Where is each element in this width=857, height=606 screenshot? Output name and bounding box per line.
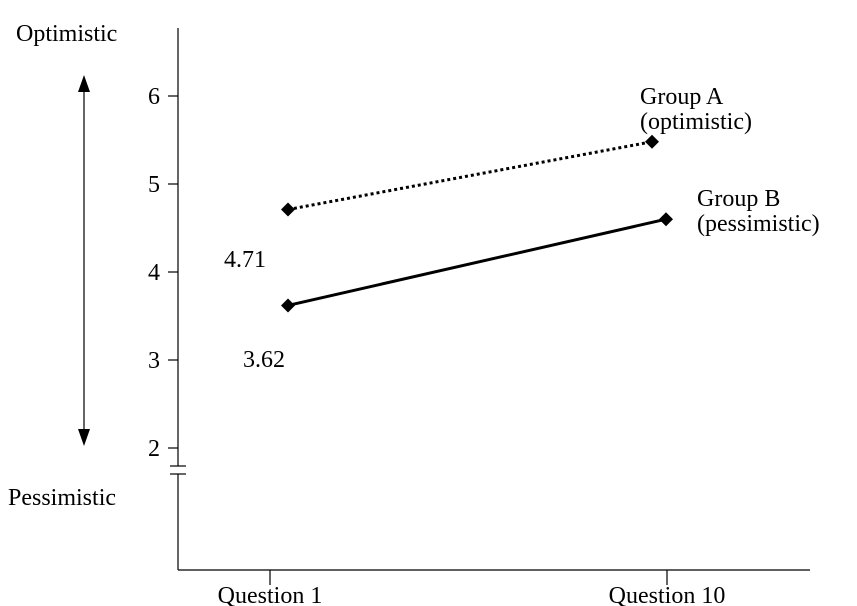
scale-top-label: Optimistic <box>16 21 117 47</box>
series-group-a: Group A(optimistic) 4.71 <box>224 84 752 273</box>
y-tick-label: 2 <box>148 436 160 462</box>
data-point-marker <box>281 202 295 217</box>
y-tick-label: 5 <box>148 172 160 198</box>
y-axis <box>170 28 186 570</box>
data-value-label: 3.62 <box>243 347 285 373</box>
data-point-marker <box>281 298 295 313</box>
series-name-label: (optimistic) <box>640 109 752 135</box>
x-category-label: Question 1 <box>218 583 323 606</box>
series-line <box>287 217 667 307</box>
series-name-label: Group A <box>640 84 724 110</box>
y-tick-label: 3 <box>148 348 160 374</box>
x-category-label: Question 10 <box>609 583 726 606</box>
data-point-marker <box>645 134 659 149</box>
x-ticks: Question 1 Question 10 <box>218 570 726 606</box>
y-ticks: 6 5 4 3 2 <box>148 84 178 462</box>
series-group-b: Group B(pessimistic) 3.62 <box>243 186 820 373</box>
y-tick-label: 4 <box>148 260 160 286</box>
scale-bottom-label: Pessimistic <box>8 485 116 511</box>
series-name-label: Group B <box>697 186 780 212</box>
y-tick-label: 6 <box>148 84 160 110</box>
data-point-marker <box>659 212 673 227</box>
data-value-label: 4.71 <box>224 247 266 273</box>
series-name-label: (pessimistic) <box>697 211 820 237</box>
series-line <box>287 140 653 211</box>
scale-arrow <box>78 75 90 446</box>
